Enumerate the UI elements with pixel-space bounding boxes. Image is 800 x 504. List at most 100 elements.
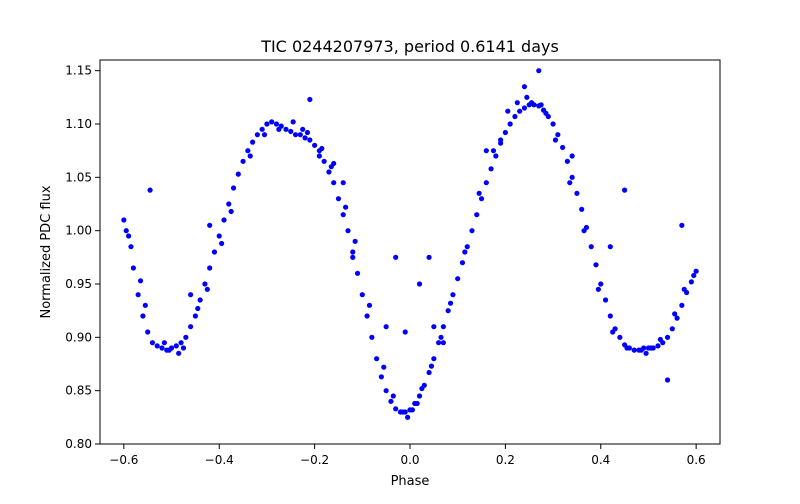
data-point bbox=[288, 128, 294, 135]
data-point bbox=[431, 324, 437, 330]
data-point bbox=[438, 334, 444, 340]
data-point bbox=[567, 180, 573, 186]
data-point bbox=[655, 343, 661, 349]
y-tick-label: 1.15 bbox=[65, 64, 92, 78]
data-point bbox=[595, 286, 601, 292]
data-point bbox=[648, 345, 654, 351]
data-point bbox=[173, 343, 179, 349]
data-point bbox=[240, 158, 246, 164]
data-point bbox=[269, 119, 275, 125]
data-point bbox=[393, 254, 399, 260]
data-point bbox=[259, 126, 265, 132]
x-tick-label: 0.0 bbox=[400, 453, 419, 467]
data-point bbox=[550, 121, 556, 127]
data-point bbox=[207, 265, 213, 271]
data-point bbox=[149, 340, 156, 346]
data-point bbox=[180, 345, 187, 351]
data-point bbox=[631, 347, 637, 353]
data-point bbox=[145, 329, 151, 335]
y-tick-label: 1.10 bbox=[65, 117, 92, 131]
data-point bbox=[560, 144, 566, 151]
data-point bbox=[462, 249, 468, 255]
data-point bbox=[436, 340, 442, 346]
data-point bbox=[176, 350, 182, 356]
data-point bbox=[388, 398, 394, 404]
data-point bbox=[300, 126, 306, 132]
data-point bbox=[335, 196, 342, 202]
data-point bbox=[502, 129, 508, 136]
x-tick-label: −0.6 bbox=[109, 453, 138, 467]
data-point bbox=[340, 212, 346, 218]
data-point bbox=[691, 272, 697, 279]
data-point bbox=[505, 108, 511, 114]
data-point bbox=[307, 137, 313, 143]
data-point bbox=[693, 268, 699, 274]
data-point bbox=[602, 297, 609, 303]
y-tick-label: 1.00 bbox=[65, 224, 92, 238]
data-point bbox=[416, 281, 423, 287]
data-point bbox=[226, 201, 232, 207]
data-point bbox=[400, 409, 406, 415]
data-point bbox=[579, 206, 585, 212]
data-point bbox=[440, 340, 446, 346]
data-point bbox=[321, 158, 327, 164]
data-point bbox=[664, 334, 671, 340]
data-point bbox=[529, 100, 535, 106]
data-point bbox=[161, 340, 167, 346]
y-tick-label: 1.05 bbox=[65, 170, 92, 184]
data-point bbox=[207, 222, 213, 228]
data-point bbox=[610, 329, 616, 335]
data-point bbox=[688, 279, 694, 285]
data-point bbox=[416, 393, 423, 399]
data-point bbox=[245, 148, 251, 154]
data-point bbox=[679, 222, 685, 228]
data-point bbox=[261, 132, 268, 138]
data-point bbox=[440, 324, 446, 330]
data-point bbox=[474, 212, 480, 218]
data-point bbox=[393, 406, 399, 412]
data-point bbox=[617, 334, 623, 340]
data-point bbox=[276, 126, 282, 132]
data-point bbox=[607, 313, 613, 319]
data-point bbox=[390, 393, 396, 399]
data-point bbox=[464, 244, 470, 250]
data-point bbox=[581, 228, 587, 234]
data-point bbox=[219, 240, 225, 247]
data-point bbox=[359, 292, 365, 298]
data-point bbox=[350, 249, 356, 255]
data-point bbox=[319, 145, 325, 152]
data-point bbox=[672, 311, 678, 317]
data-point bbox=[681, 286, 687, 292]
data-point bbox=[142, 302, 148, 308]
data-point bbox=[624, 345, 630, 351]
data-point bbox=[202, 281, 208, 287]
data-point bbox=[154, 343, 160, 349]
data-point bbox=[431, 356, 437, 362]
data-point bbox=[316, 153, 322, 159]
data-point bbox=[354, 270, 361, 276]
y-tick-label: 0.95 bbox=[65, 277, 92, 291]
data-point bbox=[402, 329, 408, 335]
x-tick-label: −0.4 bbox=[205, 453, 234, 467]
data-point bbox=[538, 102, 544, 108]
data-point bbox=[364, 313, 370, 319]
data-point bbox=[366, 302, 373, 308]
data-point bbox=[130, 265, 136, 271]
data-point bbox=[469, 228, 475, 234]
data-point bbox=[521, 84, 528, 90]
data-point bbox=[638, 347, 644, 353]
data-point bbox=[247, 153, 253, 159]
data-point bbox=[126, 233, 132, 239]
data-point bbox=[326, 169, 332, 175]
data-point bbox=[478, 196, 485, 202]
data-point bbox=[476, 190, 482, 196]
data-point bbox=[447, 300, 454, 306]
data-point bbox=[221, 217, 227, 223]
data-point bbox=[512, 113, 518, 120]
data-point bbox=[543, 110, 549, 116]
data-point bbox=[483, 148, 489, 154]
data-point bbox=[488, 166, 494, 172]
data-point bbox=[197, 297, 203, 303]
data-point bbox=[343, 204, 349, 210]
